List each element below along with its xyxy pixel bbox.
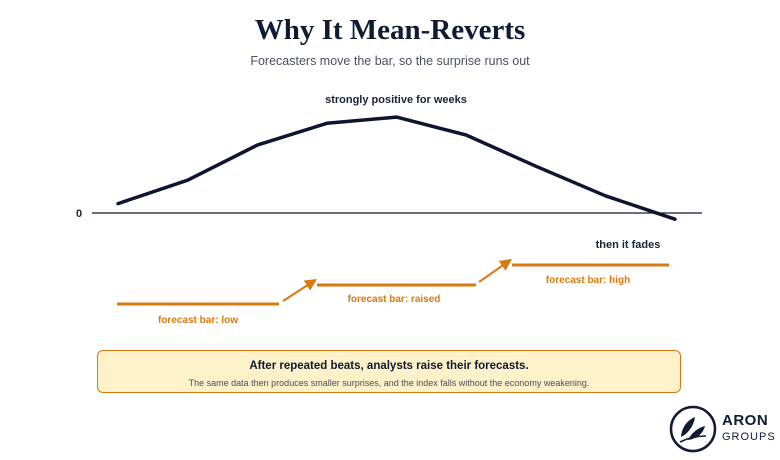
zero-axis-label: 0 <box>76 208 82 220</box>
forecast-bar-high-label: forecast bar: high <box>546 275 630 286</box>
forecast-raise-arrow-2 <box>478 258 512 283</box>
page-subtitle: Forecasters move the bar, so the surpris… <box>250 54 530 68</box>
callout-body: The same data then produces smaller surp… <box>188 378 590 388</box>
brand-name: ARON <box>722 412 769 429</box>
fade-label: then it fades <box>596 239 661 251</box>
page-title: Why It Mean-Reverts <box>254 14 526 46</box>
surprise-index-curve <box>116 115 677 221</box>
forecast-raise-arrow-1 <box>282 279 318 302</box>
peak-label: strongly positive for weeks <box>325 94 467 106</box>
forecast-bar-raised-label: forecast bar: raised <box>348 294 441 305</box>
brand-logo: ARON GROUPS <box>668 404 778 454</box>
leaf-emblem-icon <box>669 405 717 453</box>
brand-subname: GROUPS <box>722 431 776 443</box>
callout-heading: After repeated beats, analysts raise the… <box>249 360 529 372</box>
explanation-callout: After repeated beats, analysts raise the… <box>97 350 681 393</box>
forecast-bar-low-label: forecast bar: low <box>158 315 238 326</box>
